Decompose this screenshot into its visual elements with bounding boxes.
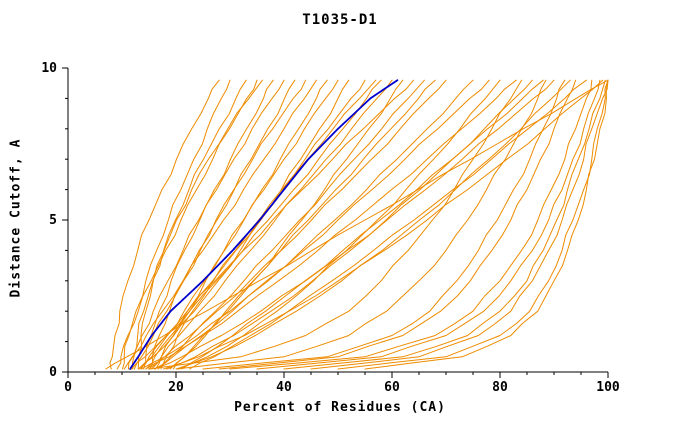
model-curve (178, 79, 501, 370)
x-tick-label: 60 (384, 380, 400, 395)
model-curve (153, 79, 490, 370)
model-curve (157, 79, 425, 370)
model-curve (310, 79, 609, 370)
model-curve (140, 79, 474, 370)
model-curve (131, 79, 247, 370)
y-tick-label: 5 (49, 213, 57, 228)
model-curve (169, 79, 404, 370)
model-curve (202, 79, 566, 370)
model-curve (105, 79, 609, 370)
model-curve (137, 79, 350, 370)
model-curve (153, 79, 555, 370)
x-tick-label: 80 (492, 380, 508, 395)
model-curve (163, 79, 604, 370)
model-curve (337, 79, 609, 370)
model-curve (283, 79, 606, 370)
model-curve (148, 79, 447, 370)
model-curve (128, 79, 274, 370)
model-curve (151, 79, 393, 370)
x-tick-label: 20 (168, 380, 184, 395)
model-curve (137, 79, 263, 370)
model-curve (189, 79, 587, 370)
model-curve (176, 79, 571, 370)
model-curve (175, 79, 547, 370)
model-curve (140, 79, 328, 370)
model-curve (116, 79, 258, 370)
model-curve (122, 79, 231, 370)
model-curve (123, 79, 317, 370)
model-curve (109, 79, 220, 370)
model-curve (133, 79, 296, 370)
model-curve (145, 79, 366, 370)
model-curve (218, 79, 577, 370)
model-curve (139, 79, 415, 370)
highlighted-curve (129, 79, 399, 370)
x-tick-label: 40 (276, 380, 292, 395)
x-tick-label: 100 (596, 380, 620, 395)
y-tick-label: 10 (41, 61, 57, 76)
chart-title: T1035-D1 (302, 12, 378, 28)
model-curve (145, 79, 517, 370)
x-axis-label: Percent of Residues (CA) (234, 400, 446, 415)
y-tick-label: 0 (49, 365, 57, 380)
model-curve (256, 79, 601, 370)
model-curve (172, 79, 436, 370)
model-curve (229, 79, 593, 370)
x-tick-label: 0 (64, 380, 72, 395)
model-curve (148, 79, 523, 370)
model-curve (364, 79, 609, 370)
